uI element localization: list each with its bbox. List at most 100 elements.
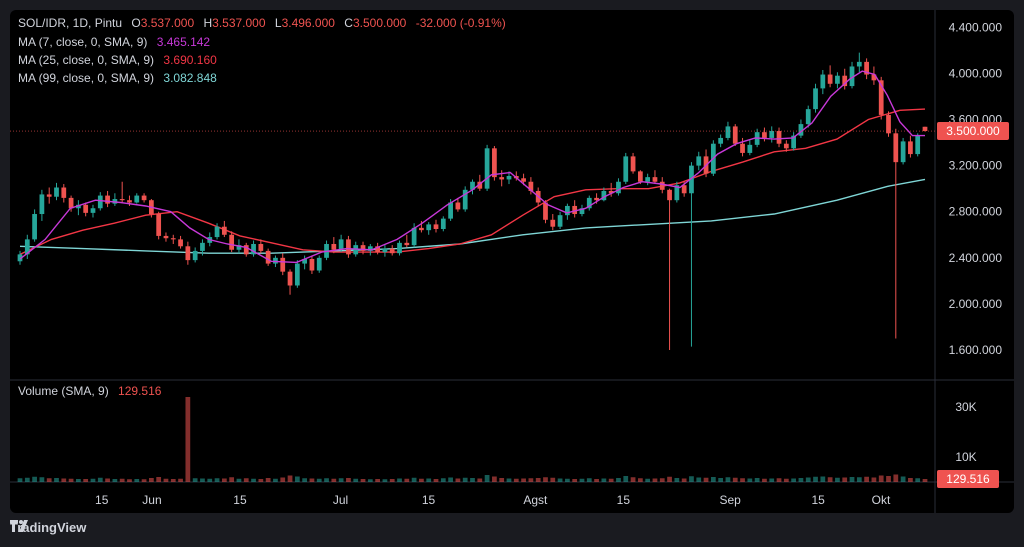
volume-bar — [200, 478, 205, 482]
volume-bar — [119, 478, 125, 482]
candle-body — [506, 175, 512, 180]
tradingview-logo-icon — [10, 520, 28, 532]
candle — [119, 181, 125, 203]
candle-body — [579, 208, 585, 215]
price-chart[interactable]: 4.400.0004.000.0003.600.0003.200.0002.80… — [10, 10, 1014, 513]
volume-bar — [769, 478, 775, 482]
volume-bar — [645, 478, 651, 482]
candle-body — [871, 74, 877, 81]
volume-bar — [404, 478, 410, 482]
volume-bar — [528, 478, 534, 482]
candle — [572, 200, 578, 218]
volume-bar — [287, 475, 293, 482]
volume-bar — [813, 476, 818, 482]
candle — [783, 140, 789, 152]
candle — [813, 83, 818, 113]
candle-body — [776, 131, 782, 144]
candle-body — [543, 202, 548, 220]
candle — [667, 188, 672, 351]
candle — [915, 133, 921, 157]
volume-bar — [886, 476, 891, 482]
ma25-legend[interactable]: MA (25, close, 0, SMA, 9) 3.690.160 — [18, 53, 223, 67]
volume-bar — [61, 478, 67, 482]
candle-body — [170, 238, 176, 240]
volume-bar — [273, 478, 278, 482]
candle-body — [878, 80, 884, 115]
candle-body — [769, 131, 775, 138]
ma99-legend[interactable]: MA (99, close, 0, SMA, 9) 3.082.848 — [18, 71, 223, 85]
ma7-path — [19, 70, 925, 264]
candle-body — [856, 61, 862, 67]
candle-body — [718, 137, 724, 144]
candle-body — [681, 185, 687, 194]
volume-bar — [783, 478, 789, 482]
candle-body — [696, 156, 702, 166]
candle-body — [119, 199, 125, 201]
candle — [294, 260, 300, 288]
candle — [280, 253, 286, 276]
candle — [46, 187, 52, 204]
candle — [214, 223, 220, 240]
candle — [24, 234, 30, 259]
close-value: C3.500.000 — [344, 16, 407, 30]
last-price-badge — [937, 122, 1009, 141]
candle — [477, 174, 483, 191]
candle-body — [572, 205, 578, 215]
candle-body — [725, 126, 731, 138]
volume-badge — [937, 470, 999, 488]
candle — [856, 52, 862, 73]
candle-body — [411, 227, 417, 246]
candle-body — [608, 190, 614, 194]
candle-body — [353, 245, 359, 255]
candles — [17, 52, 928, 351]
volume-bar — [375, 479, 380, 482]
candle-body — [616, 181, 621, 194]
volume-bar — [448, 477, 453, 482]
time-tick-label: 15 — [233, 493, 247, 507]
volume-bar — [470, 478, 475, 482]
candle — [659, 177, 665, 194]
price-tick-label: 2.000.000 — [949, 297, 1003, 311]
candle — [886, 111, 891, 137]
candle-body — [886, 114, 891, 134]
candle-body — [367, 246, 373, 251]
candle — [411, 223, 417, 248]
candle-body — [455, 202, 461, 210]
tradingview-brand[interactable]: TradingView — [10, 520, 86, 535]
candle-body — [97, 195, 103, 209]
volume-bar — [360, 479, 366, 482]
time-axis: 15 Jun 15 Jul 15 Agst 15 Sep 15 Okt — [95, 493, 891, 507]
volume-bar — [54, 478, 59, 482]
candle-body — [667, 189, 672, 201]
change-value: -32.000 (-0.91%) — [415, 16, 506, 30]
candle — [178, 235, 183, 249]
volume-bar — [367, 479, 373, 482]
candle-body — [134, 195, 140, 203]
volume-bar — [674, 478, 680, 482]
volume-bar — [127, 479, 132, 482]
candle — [382, 245, 388, 257]
volume-bar — [229, 477, 235, 482]
volume-legend[interactable]: Volume (SMA, 9) 129.516 — [18, 384, 167, 398]
volume-bar — [397, 478, 402, 482]
volume-bar — [506, 478, 512, 482]
candle — [550, 214, 556, 231]
candle — [389, 245, 395, 256]
candle — [791, 132, 797, 151]
candle — [506, 171, 512, 185]
brand-name: TradingView — [10, 520, 87, 535]
candle — [192, 247, 198, 263]
ma25-label: MA (25, close, 0, SMA, 9) — [18, 53, 155, 67]
candle — [623, 152, 629, 185]
candle — [900, 137, 906, 165]
candle-body — [915, 135, 921, 155]
volume-bar — [499, 478, 505, 482]
candle-body — [236, 245, 242, 250]
candle-body — [382, 248, 388, 253]
candle-body — [360, 245, 366, 251]
price-tick-label: 3.200.000 — [949, 159, 1003, 173]
candle-body — [550, 219, 556, 227]
volume-bar — [616, 478, 621, 482]
ma7-legend[interactable]: MA (7, close, 0, SMA, 9) 3.465.142 — [18, 35, 216, 49]
candle — [579, 204, 585, 217]
